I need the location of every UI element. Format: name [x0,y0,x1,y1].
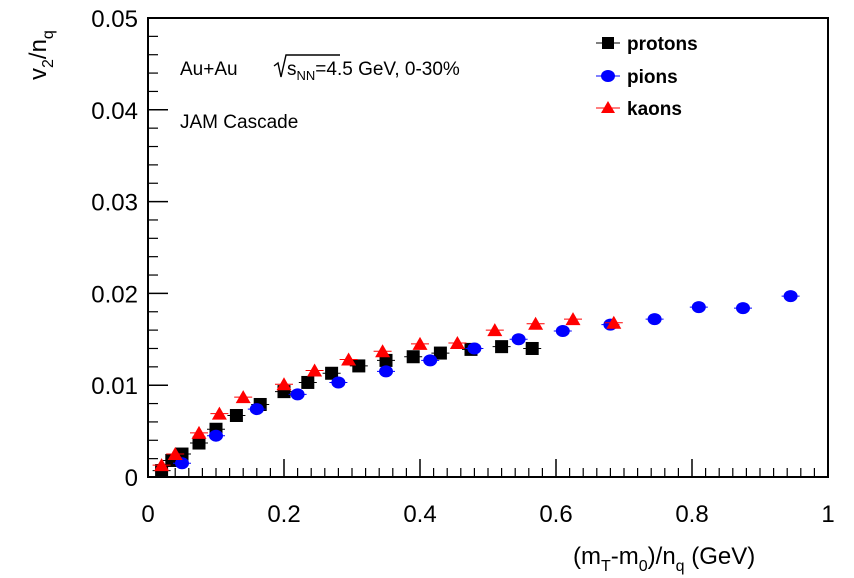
sqrt-s-subscript: NN [297,68,316,83]
point-protons [352,359,366,373]
point-kaons [528,316,544,330]
plot-frame [147,17,829,478]
point-pions [423,354,438,367]
point-pions [290,388,305,401]
point-kaons [449,335,465,349]
collision-label: Au+Au [180,59,238,80]
point-pions [555,325,570,338]
point-kaons [487,323,503,337]
point-kaons [307,363,323,377]
point-protons [406,350,420,364]
y-tick-label: 0.05 [91,6,138,33]
x-tick-label: 0.8 [675,501,708,528]
axis-ticks [147,17,829,478]
point-pions [647,313,662,326]
model-label: JAM Cascade [180,112,298,133]
legend-marker-kaons [601,101,615,113]
point-protons [525,341,539,355]
point-kaons [375,344,391,358]
point-kaons [412,336,428,350]
y-tick-label: 0.02 [91,281,138,308]
point-kaons [167,447,183,461]
point-pions [209,429,223,442]
energy-label: =4.5 GeV, 0-30% [315,59,460,80]
point-kaons [276,377,292,391]
point-kaons [565,312,581,326]
x-tick-label: 1 [821,501,834,528]
legend: protons pions kaons [596,34,698,120]
x-tick-label: 0 [141,501,154,528]
series-kaons [152,312,623,472]
y-tick-label: 0.04 [91,98,138,125]
legend-label-pions: pions [627,67,678,88]
point-pions [736,302,750,315]
point-protons [229,408,243,422]
point-protons [192,436,206,450]
point-protons [495,340,509,354]
point-protons [433,346,447,360]
legend-label-kaons: kaons [627,99,682,120]
collision-annotation: Au+Au sNN=4.5 GeV, 0-30% [180,54,460,83]
x-tick-labels: 0 0.2 0.4 0.6 0.8 1 [141,501,834,528]
point-kaons [235,390,251,404]
point-pions [175,457,189,470]
sqrt-sign [273,54,340,78]
x-tick-label: 0.2 [267,501,300,528]
x-tick-label: 0.4 [403,501,436,528]
point-kaons [154,458,170,472]
point-pions [783,290,798,303]
legend-label-protons: protons [627,34,698,55]
point-pions [249,403,264,416]
data-points [152,290,800,478]
point-protons [301,375,315,389]
point-kaons [606,315,622,329]
point-kaons [341,352,357,366]
point-kaons [191,425,207,439]
y-tick-label: 0.01 [91,373,138,400]
x-tick-label: 0.6 [539,501,572,528]
y-tick-label: 0 [125,465,138,492]
point-pions [691,301,706,314]
y-tick-label: 0.03 [91,190,138,217]
svg-text:sNN=4.5 GeV, 0-30%: sNN=4.5 GeV, 0-30% [287,59,460,83]
y-tick-labels: 0 0.01 0.02 0.03 0.04 0.05 [91,6,138,492]
point-kaons [211,406,227,420]
point-pions [331,376,346,389]
point-pions [379,365,393,378]
point-pions [467,342,482,355]
point-pions [511,333,526,346]
point-protons [325,366,339,380]
sqrt-s-label: s [287,59,297,80]
